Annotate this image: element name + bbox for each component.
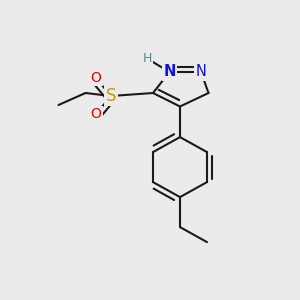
Text: O: O xyxy=(91,107,101,121)
Text: N: N xyxy=(163,64,176,80)
Text: N: N xyxy=(196,64,206,80)
Text: O: O xyxy=(91,71,101,85)
Text: S: S xyxy=(106,87,116,105)
Text: H: H xyxy=(142,52,152,65)
